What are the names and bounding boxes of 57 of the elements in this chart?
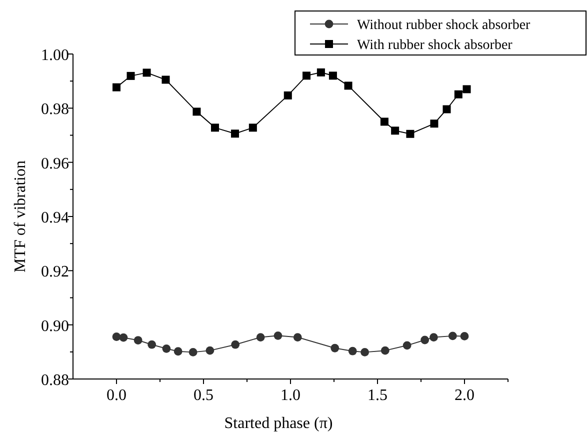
point [380, 346, 390, 355]
point [328, 72, 337, 80]
x-tick-label: 2.0 [454, 387, 474, 404]
y-tick-label: 0.88 [41, 372, 69, 389]
point [391, 126, 400, 135]
y-axis-title: MTF of vibration [12, 160, 29, 272]
point [330, 344, 340, 352]
point [348, 346, 357, 356]
point [380, 118, 388, 126]
point [284, 91, 292, 100]
point [430, 120, 438, 128]
point [293, 333, 302, 342]
point [162, 344, 171, 353]
point [248, 124, 257, 132]
x-tick-label: 1.0 [280, 387, 300, 404]
point [454, 90, 462, 98]
point [126, 72, 135, 80]
point [162, 76, 170, 84]
x-axis-title: Started phase (π) [224, 415, 333, 432]
legend-label: Without rubber shock absorber [357, 18, 531, 33]
point [256, 333, 265, 342]
point [231, 340, 240, 349]
point [230, 130, 239, 138]
point [462, 85, 471, 94]
y-tick-label: 0.92 [41, 264, 69, 281]
point [112, 332, 121, 341]
point [430, 333, 438, 342]
legend-label: With rubber shock absorber [357, 38, 513, 53]
y-tick-label: 0.98 [41, 101, 69, 118]
y-tick-label: 0.90 [41, 318, 69, 335]
point [448, 332, 457, 340]
point [360, 348, 369, 356]
point [112, 83, 120, 92]
y-tick-label: 0.96 [41, 155, 69, 172]
x-tick-label: 0.5 [194, 387, 214, 404]
point [188, 348, 198, 356]
y-tick-label: 1.00 [41, 47, 69, 64]
y-tick-label: 0.94 [41, 210, 69, 226]
point [420, 336, 430, 344]
point [302, 72, 311, 80]
point [119, 333, 128, 342]
point [148, 340, 156, 349]
x-tick-label: 0.0 [106, 387, 126, 404]
point [174, 347, 182, 356]
point [210, 124, 219, 132]
point [402, 341, 412, 350]
point [406, 130, 414, 138]
point [142, 68, 151, 77]
point [460, 332, 469, 340]
point [134, 336, 142, 344]
point [442, 105, 451, 114]
point [192, 108, 201, 116]
point [316, 68, 325, 76]
point [274, 331, 282, 340]
x-tick-label: 1.5 [368, 387, 388, 404]
point [206, 346, 214, 355]
point [344, 82, 352, 90]
